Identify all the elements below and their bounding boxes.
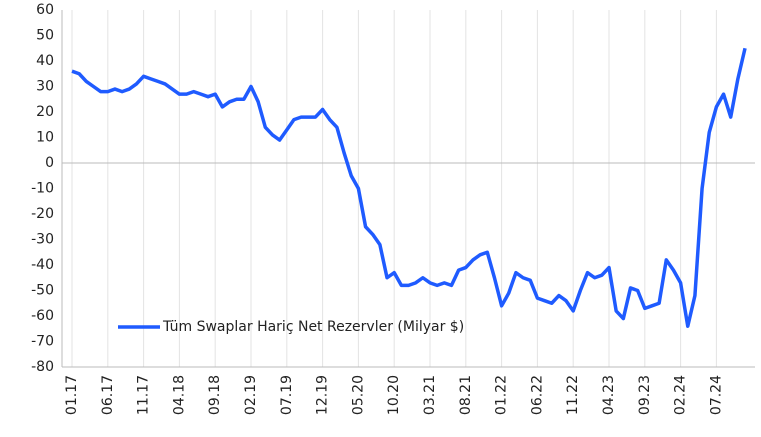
x-tick-label: 04.23 <box>601 375 617 415</box>
x-tick-label: 07.24 <box>708 375 724 415</box>
x-tick-label: 04.18 <box>171 375 187 415</box>
x-tick-label: 07.19 <box>279 375 295 415</box>
y-tick-label: 60 <box>36 2 54 18</box>
x-tick-label: 12.19 <box>315 375 331 415</box>
x-tick-label: 06.17 <box>100 375 116 415</box>
x-tick-label: 05.20 <box>350 375 366 415</box>
x-tick-label: 01.22 <box>494 375 510 415</box>
y-tick-label: 0 <box>45 155 54 171</box>
y-tick-label: -20 <box>31 206 54 222</box>
x-tick-label: 03.21 <box>422 375 438 415</box>
x-tick-label: 09.18 <box>207 375 223 415</box>
x-tick-label: 11.17 <box>136 375 152 415</box>
y-tick-label: -60 <box>31 308 54 324</box>
x-tick-label: 10.20 <box>386 375 402 415</box>
y-tick-label: -40 <box>31 257 54 273</box>
y-tick-label: 30 <box>36 79 54 95</box>
legend-label: Tüm Swaplar Hariç Net Rezervler (Milyar … <box>162 319 464 335</box>
x-tick-label: 06.22 <box>529 375 545 415</box>
x-tick-label: 01.17 <box>64 375 80 415</box>
y-tick-label: 20 <box>36 104 54 120</box>
x-tick-label: 09.23 <box>637 375 653 415</box>
x-tick-label: 02.19 <box>243 375 259 415</box>
line <box>71 47 747 328</box>
y-tick-label: 10 <box>36 130 54 146</box>
x-tick-label: 02.24 <box>673 375 689 415</box>
y-tick-label: -50 <box>31 283 54 299</box>
y-tick-label: -30 <box>31 232 54 248</box>
y-tick-label: 50 <box>36 28 54 44</box>
x-tick-label: 11.22 <box>565 375 581 415</box>
y-tick-label: -80 <box>31 359 54 375</box>
y-tick-label: -70 <box>31 334 54 350</box>
y-tick-label: 40 <box>36 53 54 69</box>
y-tick-label: -10 <box>31 181 54 197</box>
x-tick-label: 08.21 <box>458 375 474 415</box>
